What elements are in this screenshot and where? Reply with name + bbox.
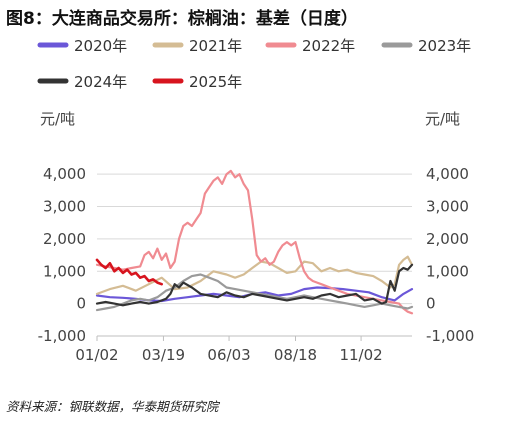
x-tick-label: 01/02 [75,346,118,364]
legend-item-2024: 2024年 [37,73,127,91]
legend-label: 2023年 [418,37,471,55]
x-axis: 01/02 03/19 06/03 08/18 11/02 [75,335,412,364]
legend: 2020年 2021年 2022年 2023年 2024年 2025年 [37,37,471,91]
source-note: 资料来源：钢联数据，华泰期货研究院 [6,399,219,414]
series-line-2022 [95,169,414,315]
legend-item-2022: 2022年 [265,37,355,55]
legend-label: 2020年 [74,37,127,55]
legend-label: 2022年 [302,37,355,55]
legend-item-2021: 2021年 [152,37,242,55]
x-tick-label: 08/18 [274,346,317,364]
series-line-2025 [95,258,163,286]
y-tick-label-right: 4,000 [426,165,469,183]
y-tick-label-left: -1,000 [38,327,86,345]
y-tick-label-right: 2,000 [426,230,469,248]
series-line-2024 [95,263,414,307]
unit-label-left: 元/吨 [40,110,75,128]
x-tick-label: 11/02 [339,346,382,364]
series-line-2021 [95,255,414,295]
legend-item-2020: 2020年 [37,37,127,55]
y-tick-label-left: 1,000 [43,262,86,280]
y-tick-label-left: 4,000 [43,165,86,183]
legend-label: 2021年 [189,37,242,55]
y-tick-label-right: 0 [426,295,436,313]
y-tick-label-right: 3,000 [426,198,469,216]
legend-label: 2024年 [74,73,127,91]
legend-item-2025: 2025年 [152,73,242,91]
series-lines [95,169,414,315]
y-tick-label-left: 2,000 [43,230,86,248]
y-axis-left: -1,000 0 1,000 2,000 3,000 4,000 [38,165,86,345]
y-tick-label-right: -1,000 [426,327,474,345]
unit-label-right: 元/吨 [425,110,460,128]
legend-label: 2025年 [189,73,242,91]
x-tick-label: 06/03 [207,346,250,364]
series-line-2023 [95,273,414,312]
chart-title: 图8：大连商品交易所：棕榈油：基差（日度） [6,9,358,29]
y-tick-label-right: 1,000 [426,262,469,280]
y-tick-label-left: 3,000 [43,198,86,216]
y-tick-label-left: 0 [76,295,86,313]
x-tick-label: 03/19 [142,346,185,364]
y-axis-right: -1,000 0 1,000 2,000 3,000 4,000 [426,165,474,345]
legend-item-2023: 2023年 [381,37,471,55]
